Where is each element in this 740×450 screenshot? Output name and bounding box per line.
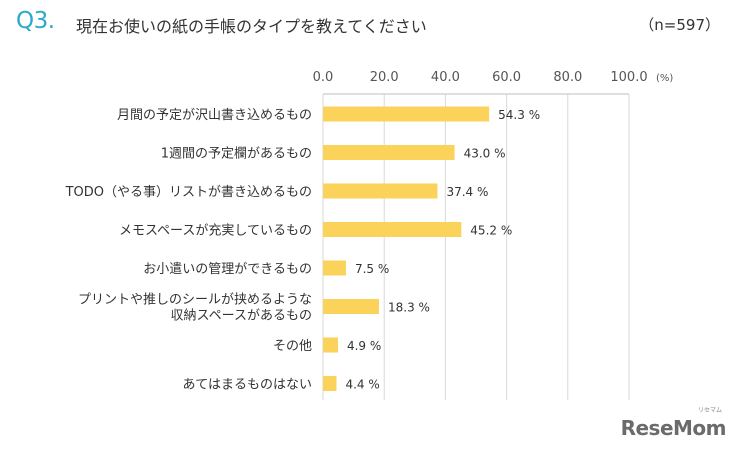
value-label: 4.4 %: [345, 378, 379, 392]
bar: [323, 299, 379, 314]
value-label: 45.2 %: [470, 224, 512, 238]
x-tick-label: 100.0: [610, 70, 647, 85]
category-label: 月間の予定が沢山書き込めるもの: [117, 108, 312, 123]
x-tick-label: 60.0: [492, 70, 521, 85]
bar: [323, 337, 338, 353]
bar: [323, 376, 337, 391]
category-label: 収納スペースがあるもの: [171, 309, 312, 324]
category-label: 1週間の予定欄があるもの: [161, 146, 312, 162]
resemom-logo: ReseMom: [620, 416, 727, 440]
logo-kana: リセマム: [697, 407, 722, 414]
question-number: Q3.: [16, 8, 55, 34]
x-tick-label: 40.0: [431, 70, 460, 85]
category-label: あてはまるものはない: [183, 378, 312, 393]
x-tick-label: 0.0: [313, 70, 334, 85]
value-label: 37.4 %: [446, 185, 488, 199]
x-unit-label: (%): [656, 73, 673, 84]
category-label: TODO（やる事）リストが書き込めるもの: [65, 185, 312, 200]
value-label: 18.3 %: [388, 301, 430, 315]
category-label: プリントや推しのシールが挟めるような: [78, 293, 312, 308]
bar: [323, 145, 455, 160]
bar: [323, 222, 462, 237]
chart-title: 現在お使いの紙の手帳のタイプを教えてください: [76, 17, 427, 36]
value-label: 54.3 %: [498, 108, 540, 122]
sample-size-label: （n=597）: [639, 16, 720, 34]
value-label: 7.5 %: [355, 262, 389, 276]
x-tick-label: 20.0: [370, 70, 399, 85]
bar: [323, 260, 346, 276]
value-label: 43.0 %: [464, 147, 506, 161]
bar: [323, 183, 438, 199]
x-tick-label: 80.0: [553, 70, 582, 85]
bar: [323, 106, 490, 122]
category-label: お小遣いの管理ができるもの: [143, 262, 312, 277]
value-label: 4.9 %: [347, 339, 381, 353]
category-label: メモスペースが充実しているもの: [119, 223, 312, 239]
category-label: その他: [273, 339, 312, 354]
